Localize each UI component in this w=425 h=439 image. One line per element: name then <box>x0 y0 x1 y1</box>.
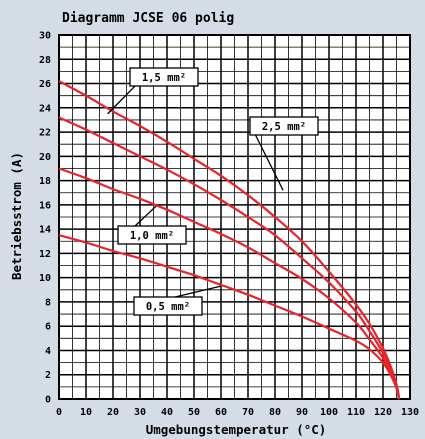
x-tick-label: 0 <box>56 407 62 418</box>
y-tick-label: 20 <box>39 152 51 163</box>
annotation-leader-line <box>174 285 222 298</box>
y-tick-label: 12 <box>39 249 51 260</box>
tick-labels: 0 10 20 30 40 50 60 70 80 90 100 110 120 130024681012… <box>39 31 419 419</box>
x-tick-label: 30 <box>134 407 146 418</box>
x-tick-label: 90 <box>296 407 308 418</box>
y-tick-label: 10 <box>39 273 51 284</box>
y-tick-label: 4 <box>45 346 51 357</box>
series-lines <box>58 80 401 400</box>
x-tick-label: 130 <box>401 407 419 418</box>
y-tick-label: 16 <box>39 200 51 211</box>
x-tick-label: 100 <box>320 407 338 418</box>
series-line <box>58 234 401 400</box>
y-tick-label: 22 <box>39 128 51 139</box>
annotation-leader-line <box>107 83 138 115</box>
y-tick-label: 14 <box>39 225 51 236</box>
annotation-box <box>133 296 203 316</box>
x-tick-label: 40 <box>161 407 173 418</box>
series-annotations: 1,5 mm² 2,5 mm² 1,0 mm² 0,5 mm² <box>107 67 319 316</box>
series-line <box>58 167 401 400</box>
chart-title: Diagramm JCSE 06 polig <box>62 11 234 26</box>
annotation-box <box>117 225 187 245</box>
y-tick-label: 0 <box>45 395 51 406</box>
x-axis-label: Umgebungstemperatur (°C) <box>146 422 327 437</box>
series-line <box>58 116 401 400</box>
x-tick-label: 10 <box>80 407 92 418</box>
y-tick-label: 2 <box>45 370 51 381</box>
x-tick-label: 110 <box>347 407 365 418</box>
annotation-label: 0,5 mm² <box>146 301 190 313</box>
y-tick-label: 26 <box>39 79 51 90</box>
x-tick-label: 70 <box>242 407 254 418</box>
annotation-box <box>129 67 199 87</box>
annotation-label: 2,5 mm² <box>262 121 306 133</box>
y-tick-label: 6 <box>45 322 51 333</box>
y-tick-label: 24 <box>39 103 51 114</box>
annotation-label: 1,0 mm² <box>130 230 174 242</box>
x-tick-label: 80 <box>269 407 281 418</box>
grid <box>58 34 411 400</box>
x-tick-label: 120 <box>374 407 392 418</box>
annotation-leader-line <box>254 133 284 191</box>
y-tick-label: 28 <box>39 55 51 66</box>
y-tick-label: 30 <box>39 31 51 42</box>
annotation-box <box>249 116 319 136</box>
y-tick-label: 18 <box>39 176 51 187</box>
annotation-leader-line <box>134 205 157 227</box>
series-line <box>58 80 401 400</box>
y-axis-label: Betriebsstrom (A) <box>9 152 24 280</box>
x-tick-label: 20 <box>107 407 119 418</box>
x-tick-label: 60 <box>215 407 227 418</box>
x-tick-label: 50 <box>188 407 200 418</box>
y-tick-label: 8 <box>45 297 51 308</box>
annotation-label: 1,5 mm² <box>142 72 186 84</box>
